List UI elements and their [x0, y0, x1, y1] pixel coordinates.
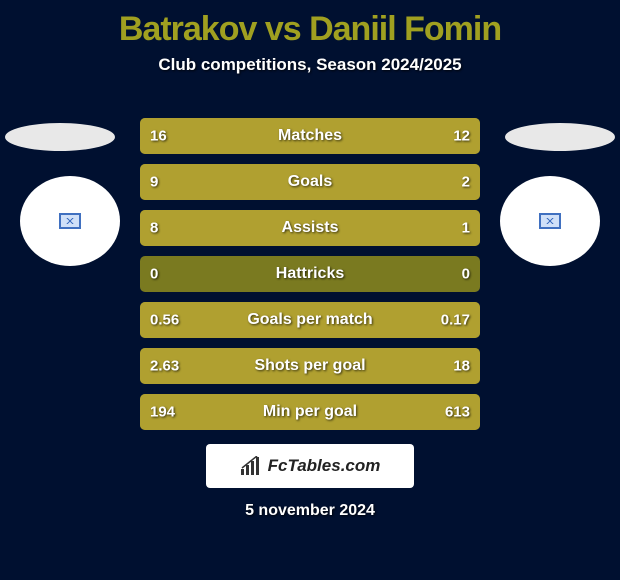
stat-value-left: 2.63: [150, 358, 179, 375]
stat-value-left: 0.56: [150, 312, 179, 329]
bar-right: [422, 210, 480, 246]
stat-label: Goals per match: [247, 311, 372, 329]
player-right-ellipse: [505, 123, 615, 151]
chart-icon: [240, 456, 262, 476]
bar-left: [140, 164, 402, 200]
bar-left: [140, 118, 402, 154]
stat-value-right: 0: [462, 266, 470, 283]
image-placeholder-icon: [59, 213, 81, 229]
stat-label: Goals: [288, 173, 332, 191]
player-left-avatar: [20, 176, 120, 266]
stat-label: Min per goal: [263, 403, 357, 421]
stat-label: Assists: [282, 219, 339, 237]
stat-row: 0 0 Hattricks: [140, 256, 480, 292]
stat-label: Matches: [278, 127, 342, 145]
stat-value-right: 613: [445, 404, 470, 421]
logo-text: FcTables.com: [268, 456, 381, 476]
stat-row: 16 12 Matches: [140, 118, 480, 154]
stat-row: 8 1 Assists: [140, 210, 480, 246]
stat-value-right: 1: [462, 220, 470, 237]
comparison-chart: 16 12 Matches 9 2 Goals 8 1 Assists 0 0 Hattricks 0.…: [140, 118, 480, 440]
stat-value-left: 16: [150, 128, 167, 145]
stat-value-right: 0.17: [441, 312, 470, 329]
site-logo[interactable]: FcTables.com: [206, 444, 414, 488]
stat-row: 194 613 Min per goal: [140, 394, 480, 430]
image-placeholder-icon: [539, 213, 561, 229]
stat-value-left: 194: [150, 404, 175, 421]
stat-value-right: 2: [462, 174, 470, 191]
player-left-ellipse: [5, 123, 115, 151]
date-label: 5 november 2024: [245, 502, 375, 520]
stat-row: 2.63 18 Shots per goal: [140, 348, 480, 384]
player-right-avatar: [500, 176, 600, 266]
stat-value-right: 18: [453, 358, 470, 375]
stat-label: Shots per goal: [254, 357, 365, 375]
stat-value-left: 9: [150, 174, 158, 191]
stat-row: 9 2 Goals: [140, 164, 480, 200]
stat-value-left: 0: [150, 266, 158, 283]
page-title: Batrakov vs Daniil Fomin: [0, 0, 620, 49]
stat-value-left: 8: [150, 220, 158, 237]
stat-row: 0.56 0.17 Goals per match: [140, 302, 480, 338]
stat-value-right: 12: [453, 128, 470, 145]
page-subtitle: Club competitions, Season 2024/2025: [0, 55, 620, 75]
stat-label: Hattricks: [276, 265, 344, 283]
